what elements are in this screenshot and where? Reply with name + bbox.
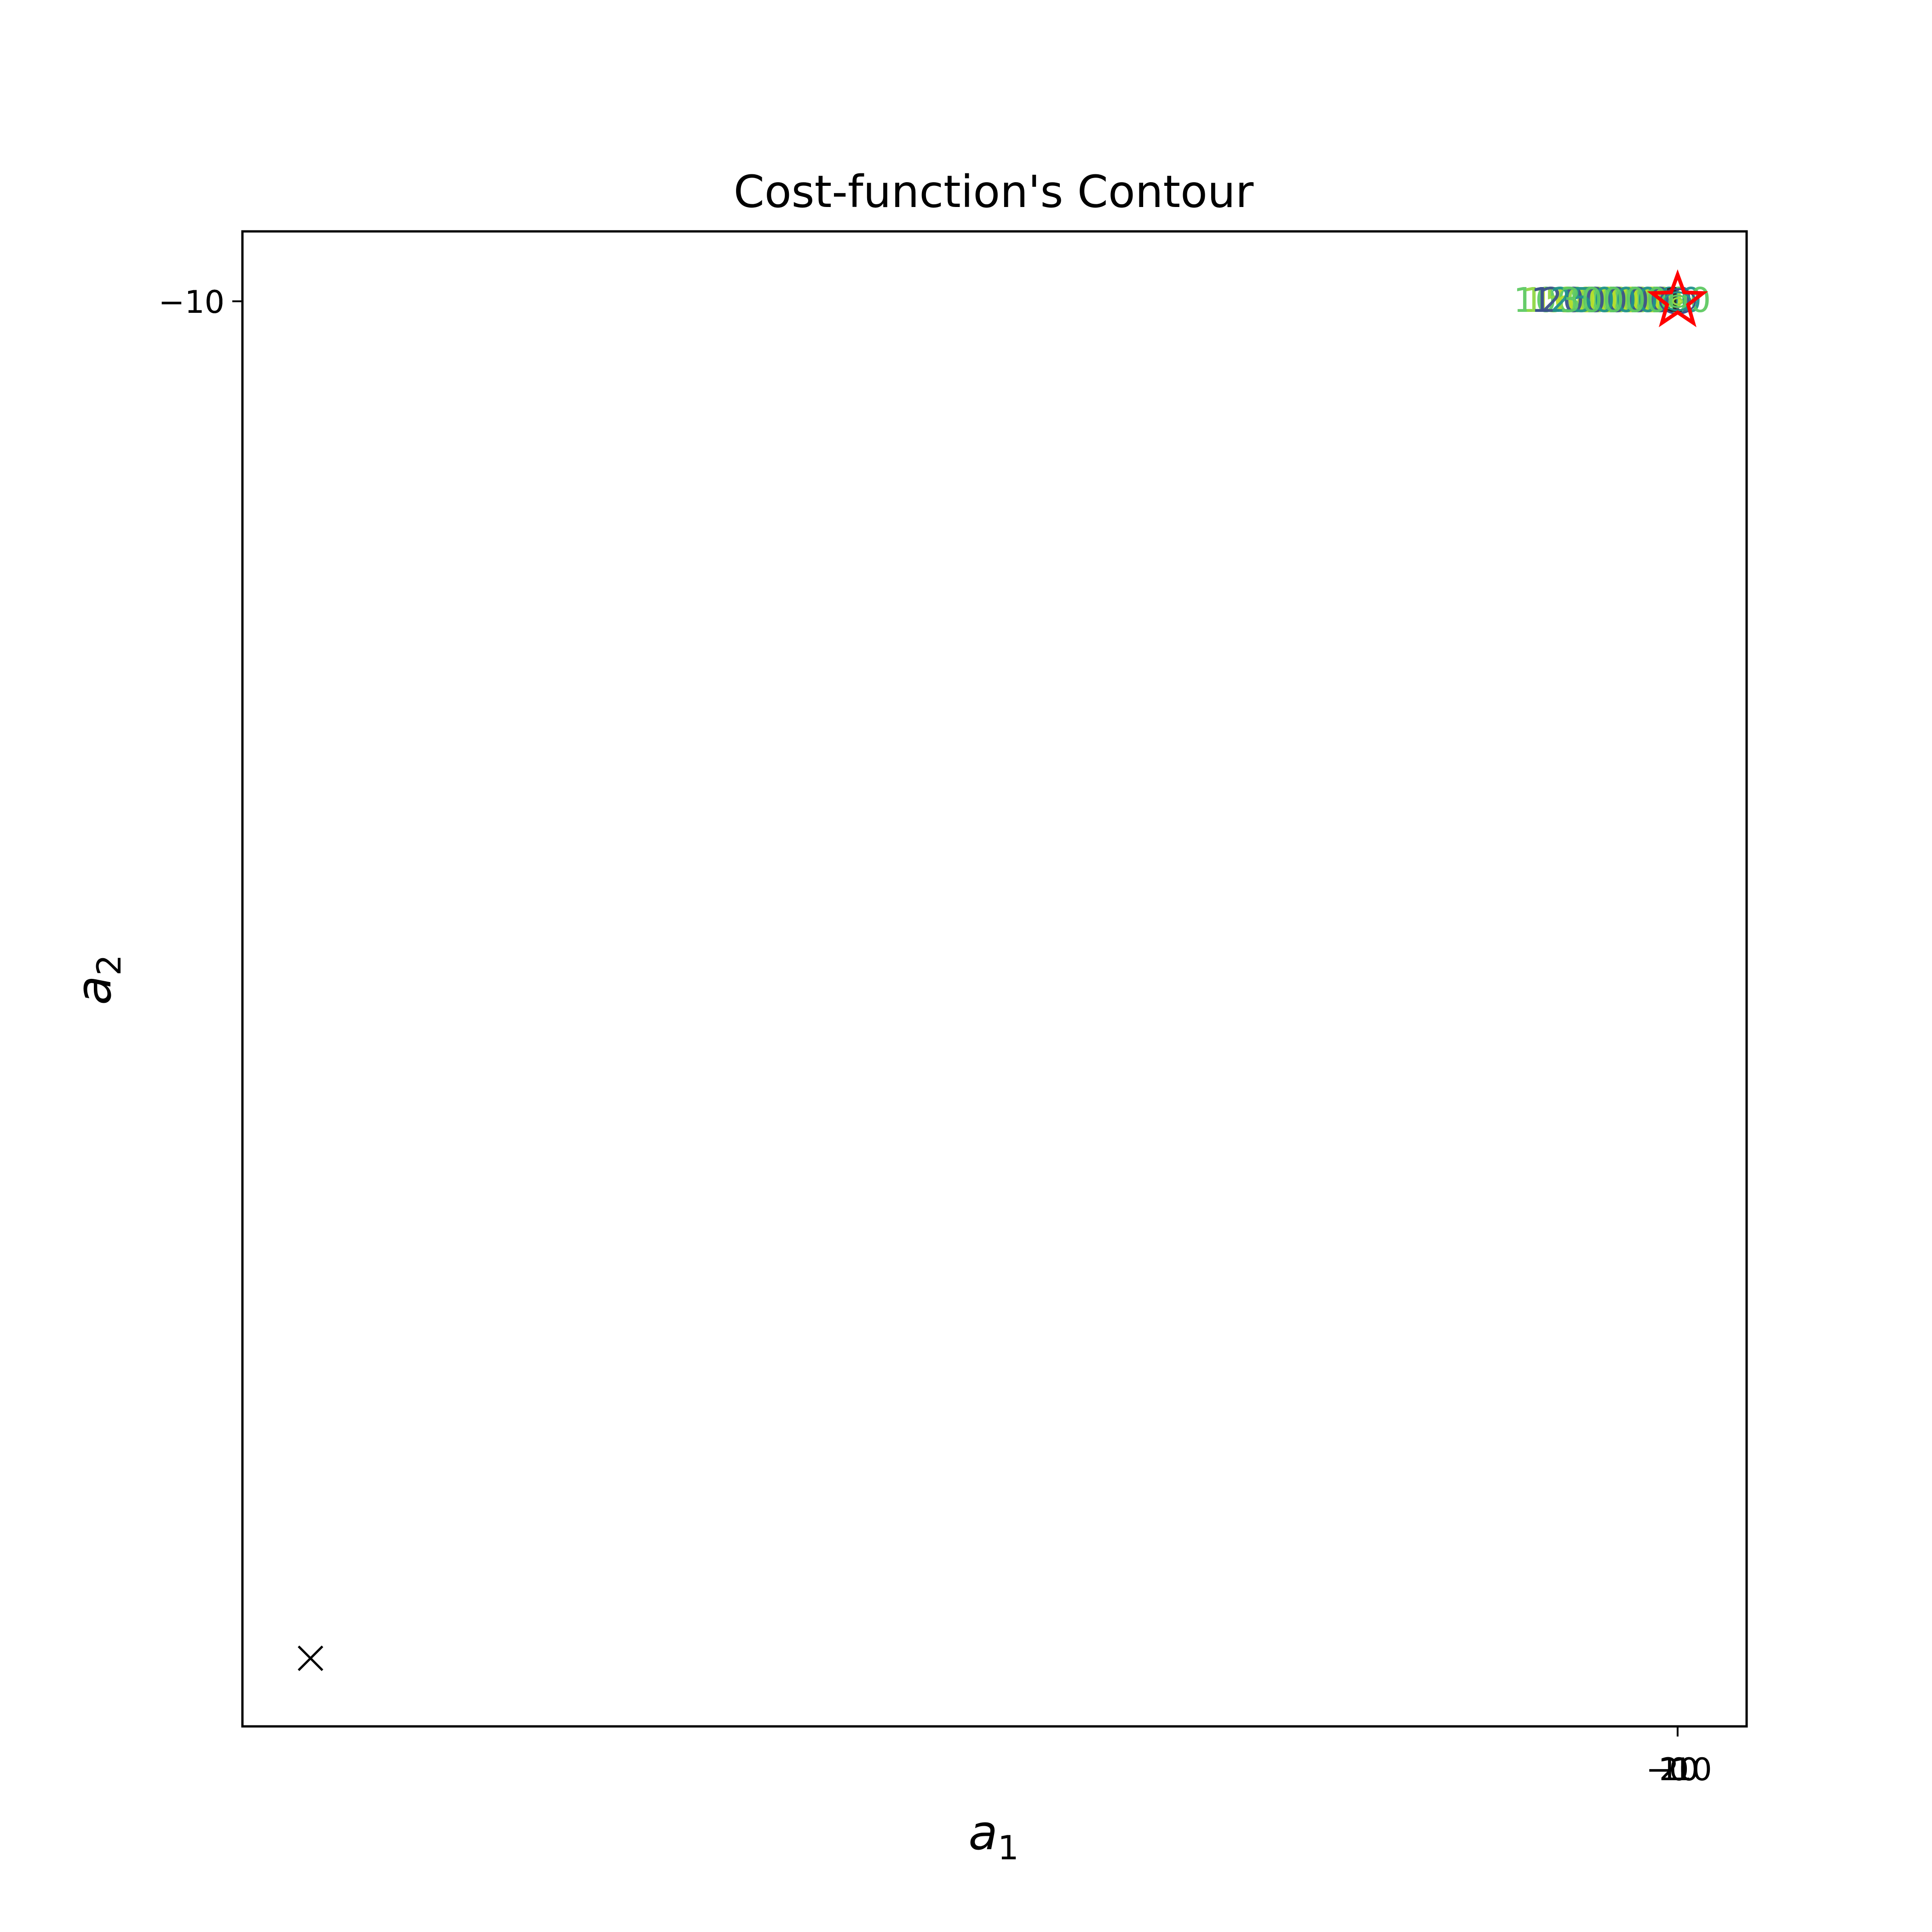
- y-axis-label: a2: [66, 954, 128, 1005]
- y-axis-label-sub: 2: [90, 954, 128, 976]
- minimum-star-marker: [1647, 269, 1708, 328]
- y-tick-label: −10: [158, 284, 224, 321]
- x-tick-label: −10: [1646, 1752, 1712, 1788]
- contour-level-label: 1500000: [1523, 281, 1674, 320]
- x-tick-label: 10: [1659, 1752, 1699, 1788]
- y-tick-label: 0: [205, 284, 224, 321]
- start-x-marker: [298, 1645, 323, 1671]
- x-tick-label: 0: [1669, 1752, 1689, 1788]
- y-tick-label: 10: [184, 284, 224, 321]
- contour-line: [1668, 294, 1687, 308]
- contour-level-label: 3000000: [1559, 281, 1711, 320]
- contour-level-label: 1000000: [1513, 281, 1665, 320]
- x-axis-label-base: a: [968, 1805, 998, 1861]
- contour-labels: 1000000150000016000002000000250000030000…: [1513, 281, 1711, 320]
- x-axis-label-sub: 1: [998, 1828, 1019, 1867]
- chart-title: Cost-function's Contour: [734, 166, 1254, 218]
- plot-frame: [241, 230, 1748, 1728]
- x-axis-label: a1: [968, 1805, 1019, 1867]
- contour-level-label-dark: 1: [1531, 281, 1552, 320]
- contour-line: [1672, 297, 1683, 305]
- contour-level-label: 1600000: [1532, 281, 1684, 320]
- y-axis-label-base: a: [66, 976, 122, 1005]
- x-tick-label: 20: [1659, 1752, 1699, 1788]
- contour-level-label: 2000000: [1541, 281, 1693, 320]
- chart-marks: [298, 269, 1708, 1671]
